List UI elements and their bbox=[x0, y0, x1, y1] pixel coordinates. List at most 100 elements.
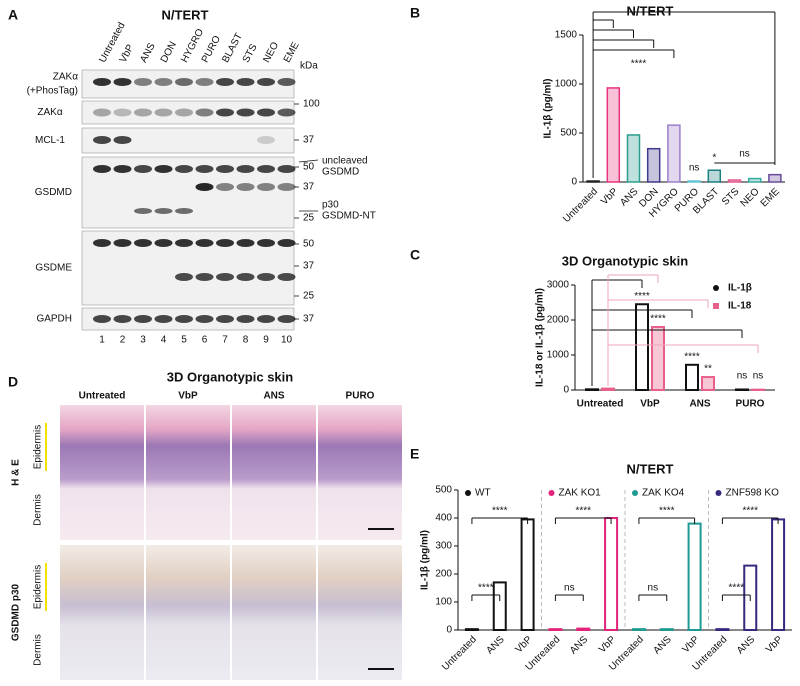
blot-band bbox=[154, 165, 173, 173]
lane-number: 7 bbox=[222, 335, 228, 346]
x-tick-label: NEO bbox=[739, 186, 762, 209]
y-tick-label: 400 bbox=[435, 513, 452, 524]
legend-label: ZNF598 KO bbox=[726, 488, 780, 499]
significance: **** bbox=[478, 583, 494, 594]
blot-band bbox=[134, 165, 152, 173]
row-label: GAPDH bbox=[36, 314, 72, 325]
blot-band bbox=[236, 239, 255, 247]
blot-band bbox=[175, 273, 193, 281]
bar bbox=[604, 517, 619, 631]
legend-marker bbox=[632, 490, 638, 496]
bar bbox=[659, 628, 674, 631]
kda-label: kDa bbox=[300, 61, 318, 72]
bar bbox=[548, 628, 563, 631]
histology-image bbox=[318, 545, 402, 680]
x-tick-label: ANS bbox=[618, 186, 641, 209]
blot-band bbox=[93, 78, 111, 86]
blot-band bbox=[277, 183, 296, 191]
histology-image bbox=[146, 545, 230, 680]
blot-band bbox=[257, 165, 275, 173]
x-tick-label: ANS bbox=[484, 634, 507, 657]
blot-band bbox=[134, 78, 152, 86]
bar bbox=[771, 518, 786, 632]
significance: ns bbox=[564, 583, 575, 594]
significance: **** bbox=[742, 506, 758, 517]
y-tick-label: 0 bbox=[446, 625, 452, 636]
blot-band bbox=[277, 108, 296, 117]
marker-label: 37 bbox=[303, 135, 315, 146]
lane-number: 9 bbox=[263, 335, 269, 346]
blot-band bbox=[257, 183, 275, 191]
x-tick-label: VbP bbox=[680, 634, 701, 655]
y-tick-label: 1500 bbox=[555, 30, 578, 41]
blot-band bbox=[216, 315, 234, 323]
blot-band bbox=[154, 208, 173, 214]
bar bbox=[631, 628, 646, 631]
blot-band bbox=[154, 239, 173, 247]
legend-marker bbox=[548, 490, 555, 496]
histology-image bbox=[318, 405, 402, 540]
x-tick-label: VbP bbox=[513, 634, 534, 655]
layer-label: Dermis bbox=[33, 634, 44, 666]
row-label: GSDMD bbox=[35, 187, 72, 198]
panel-label: B bbox=[410, 5, 420, 21]
significance: ns bbox=[739, 149, 750, 160]
blot-band bbox=[216, 273, 234, 281]
x-tick-label: Untreated bbox=[440, 634, 479, 673]
blot-band bbox=[195, 273, 214, 281]
bar bbox=[576, 627, 591, 631]
significance: **** bbox=[631, 59, 647, 70]
bar bbox=[747, 177, 762, 183]
blot-band bbox=[216, 108, 234, 117]
blot-band bbox=[257, 78, 275, 86]
panel-label: E bbox=[410, 446, 419, 462]
blot-band bbox=[154, 108, 173, 117]
blot-band bbox=[154, 78, 173, 86]
row-label: (+PhosTag) bbox=[27, 86, 78, 97]
lane-number: 1 bbox=[99, 335, 105, 346]
significance: **** bbox=[492, 506, 508, 517]
lane-number: 4 bbox=[161, 335, 167, 346]
blot-band bbox=[113, 165, 132, 173]
x-tick-label: ANS bbox=[568, 634, 591, 657]
layer-label: Epidermis bbox=[33, 425, 44, 469]
marker-label: 25 bbox=[303, 291, 315, 302]
bar bbox=[646, 147, 661, 183]
bar bbox=[651, 326, 665, 391]
row-label: ZAKα bbox=[53, 72, 78, 83]
panel-title: 3D Organotypic skin bbox=[167, 369, 293, 384]
blot-band bbox=[216, 183, 234, 191]
bar bbox=[635, 303, 649, 391]
y-tick-label: 0 bbox=[563, 385, 569, 396]
blot-band bbox=[93, 136, 111, 144]
legend-label: IL-18 bbox=[728, 301, 752, 312]
y-tick-label: 2000 bbox=[547, 315, 570, 326]
blot-band bbox=[236, 78, 255, 86]
lane-number: 8 bbox=[243, 335, 249, 346]
bar bbox=[687, 180, 701, 183]
row-label: MCL-1 bbox=[35, 135, 65, 146]
row-label: GSDMD p30 bbox=[11, 583, 22, 641]
blot-band bbox=[175, 108, 193, 117]
panel-label: A bbox=[8, 7, 18, 23]
row-label: ZAKα bbox=[37, 107, 62, 118]
layer-label: Dermis bbox=[33, 494, 44, 526]
panel-label: D bbox=[8, 374, 18, 390]
blot-band bbox=[257, 315, 275, 323]
legend-marker bbox=[713, 303, 719, 309]
blot-band bbox=[257, 136, 275, 144]
blot-band bbox=[113, 136, 132, 144]
blot-band bbox=[134, 208, 152, 214]
y-tick-label: 300 bbox=[435, 541, 452, 552]
blot-band bbox=[236, 315, 255, 323]
column-label: ANS bbox=[263, 391, 284, 402]
bar bbox=[687, 522, 702, 631]
blot-band bbox=[113, 315, 132, 323]
epidermis-bar bbox=[45, 563, 47, 611]
histology-image bbox=[232, 545, 316, 680]
y-tick-label: 3000 bbox=[547, 280, 570, 291]
y-tick-label: 1000 bbox=[547, 350, 570, 361]
blot-band bbox=[277, 273, 296, 281]
blot-band bbox=[257, 273, 275, 281]
